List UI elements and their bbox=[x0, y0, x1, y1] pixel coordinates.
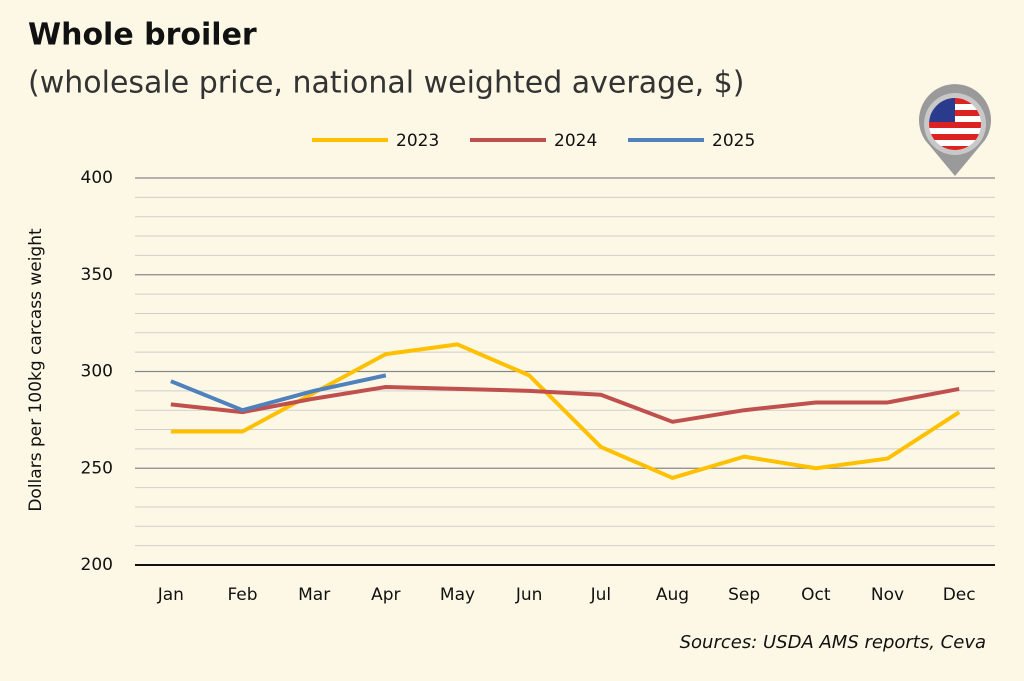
legend-label: 2023 bbox=[396, 131, 439, 151]
chart-subtitle: (wholesale price, national weighted aver… bbox=[28, 66, 744, 101]
source: Sources: USDA AMS reports, Ceva bbox=[680, 632, 986, 653]
x-tick-label: May bbox=[440, 585, 475, 605]
flag-pin bbox=[919, 84, 992, 176]
y-tick-label: 300 bbox=[81, 362, 113, 382]
chart-title: Whole broiler bbox=[28, 18, 257, 53]
x-tick-label: Feb bbox=[227, 585, 257, 605]
y-tick-label: 200 bbox=[81, 555, 113, 575]
legend-label: 2025 bbox=[712, 131, 755, 151]
y-tick-label: 400 bbox=[81, 168, 113, 188]
x-tick-label: Sep bbox=[728, 585, 760, 605]
x-tick-label: Jun bbox=[515, 585, 543, 605]
legend-label: 2024 bbox=[554, 131, 597, 151]
y-tick-label: 350 bbox=[81, 265, 113, 285]
x-tick-label: Aug bbox=[656, 585, 689, 605]
x-tick-label: Dec bbox=[943, 585, 976, 605]
x-tick-label: Jan bbox=[157, 585, 184, 605]
line-series bbox=[170, 373, 387, 413]
y-tick-label: 250 bbox=[81, 458, 113, 478]
x-tick-label: Jul bbox=[590, 585, 612, 605]
x-tick-label: Nov bbox=[871, 585, 904, 605]
line-series bbox=[170, 384, 960, 424]
x-tick-label: Oct bbox=[801, 585, 831, 605]
y-axis-label: Dollars per 100kg carcass weight bbox=[26, 228, 46, 512]
x-tick-label: Apr bbox=[371, 585, 400, 605]
x-tick-label: Mar bbox=[298, 585, 330, 605]
